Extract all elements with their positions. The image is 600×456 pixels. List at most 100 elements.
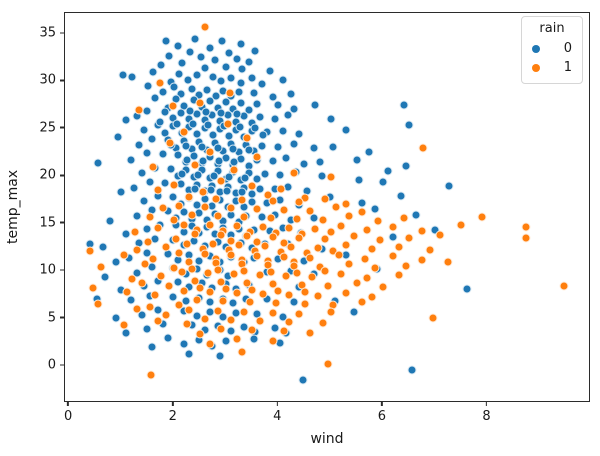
scatter-point-rain-0	[237, 64, 247, 74]
scatter-point-rain-1	[177, 267, 187, 277]
scatter-point-rain-1	[179, 127, 189, 137]
scatter-point-rain-0	[202, 85, 212, 95]
scatter-point-rain-0	[173, 150, 183, 160]
scatter-point-rain-1	[242, 278, 252, 288]
scatter-point-rain-1	[521, 222, 531, 232]
scatter-point-rain-1	[357, 207, 367, 217]
scatter-point-rain-0	[326, 114, 336, 124]
scatter-point-rain-1	[300, 299, 309, 309]
points-layer	[65, 13, 589, 401]
scatter-point-rain-0	[200, 63, 210, 73]
scatter-point-rain-1	[344, 211, 354, 221]
scatter-point-rain-0	[232, 54, 242, 64]
scatter-point-rain-1	[310, 224, 320, 234]
scatter-point-rain-1	[156, 271, 166, 281]
scatter-point-rain-1	[305, 328, 315, 338]
scatter-point-rain-1	[357, 297, 367, 307]
scatter-point-rain-1	[360, 254, 370, 264]
scatter-point-rain-1	[134, 105, 144, 115]
scatter-point-rain-1	[247, 325, 257, 335]
scatter-point-rain-1	[279, 205, 289, 215]
scatter-point-rain-1	[237, 347, 247, 357]
scatter-point-rain-1	[271, 298, 281, 308]
scatter-point-rain-0	[257, 141, 267, 151]
scatter-point-rain-1	[252, 237, 262, 247]
scatter-point-rain-0	[187, 84, 197, 94]
scatter-point-rain-1	[521, 233, 531, 243]
scatter-point-rain-0	[283, 110, 293, 120]
scatter-point-rain-1	[143, 237, 153, 247]
scatter-point-rain-0	[148, 67, 158, 77]
scatter-point-rain-1	[93, 299, 103, 309]
scatter-point-rain-0	[401, 161, 411, 171]
legend-swatch-rain-0-icon	[532, 44, 540, 53]
scatter-point-rain-1	[279, 252, 289, 262]
x-tick-8: 8	[482, 401, 491, 424]
scatter-point-rain-1	[255, 316, 265, 326]
scatter-point-rain-1	[195, 98, 205, 108]
scatter-point-rain-0	[173, 41, 183, 51]
scatter-point-rain-0	[444, 181, 454, 191]
scatter-point-rain-0	[168, 192, 178, 202]
scatter-point-rain-0	[364, 147, 374, 156]
scatter-point-rain-1	[119, 250, 129, 260]
y-tick-15: 15	[39, 215, 65, 230]
scatter-point-rain-0	[172, 119, 182, 129]
scatter-point-rain-0	[309, 143, 319, 153]
scatter-point-rain-1	[300, 287, 309, 297]
scatter-point-rain-0	[299, 159, 309, 169]
scatter-point-rain-0	[430, 225, 440, 235]
scatter-point-rain-0	[232, 109, 242, 119]
scatter-point-rain-1	[286, 242, 296, 252]
scatter-point-rain-0	[228, 144, 238, 154]
scatter-point-rain-1	[184, 305, 194, 315]
scatter-point-rain-1	[153, 185, 163, 195]
scatter-point-rain-1	[418, 143, 428, 153]
y-tick-35: 35	[39, 25, 65, 40]
scatter-point-rain-1	[336, 221, 346, 231]
scatter-point-rain-0	[236, 98, 246, 108]
scatter-point-rain-0	[164, 51, 174, 61]
scatter-point-rain-0	[182, 155, 192, 165]
scatter-point-rain-1	[284, 223, 294, 233]
scatter-point-rain-1	[294, 309, 304, 319]
scatter-point-rain-1	[203, 268, 213, 278]
scatter-point-rain-0	[176, 108, 186, 118]
scatter-point-rain-1	[153, 316, 163, 326]
scatter-point-rain-0	[278, 126, 288, 136]
scatter-point-rain-1	[171, 234, 181, 244]
scatter-point-rain-1	[242, 133, 252, 143]
scatter-point-rain-1	[373, 216, 383, 226]
scatter-point-rain-0	[147, 134, 157, 144]
scatter-point-rain-0	[221, 62, 231, 72]
scatter-point-rain-1	[252, 251, 262, 261]
scatter-point-rain-1	[352, 278, 362, 288]
scatter-point-rain-1	[268, 308, 278, 318]
scatter-point-rain-1	[145, 302, 155, 312]
scatter-point-rain-1	[148, 254, 158, 264]
scatter-point-rain-0	[142, 248, 152, 258]
y-tick-10: 10	[39, 263, 65, 278]
scatter-point-rain-1	[268, 279, 278, 289]
scatter-point-rain-1	[388, 222, 398, 232]
scatter-point-rain-1	[205, 339, 215, 349]
scatter-point-rain-1	[247, 181, 257, 191]
y-tick-0: 0	[48, 357, 65, 372]
scatter-point-rain-0	[209, 171, 219, 181]
scatter-point-rain-1	[130, 227, 140, 237]
scatter-point-rain-1	[313, 291, 323, 301]
scatter-point-rain-0	[217, 36, 227, 46]
scatter-point-rain-1	[292, 268, 302, 278]
scatter-point-rain-1	[174, 201, 184, 211]
scatter-point-rain-0	[208, 72, 218, 82]
scatter-point-rain-1	[326, 172, 336, 182]
scatter-point-rain-0	[289, 297, 299, 307]
scatter-point-rain-0	[93, 158, 103, 168]
scatter-point-rain-0	[185, 106, 195, 116]
scatter-point-rain-1	[179, 286, 189, 296]
scatter-point-rain-0	[214, 156, 224, 166]
scatter-point-rain-0	[205, 297, 215, 307]
scatter-point-rain-0	[203, 120, 213, 130]
scatter-point-rain-0	[113, 132, 123, 142]
scatter-point-rain-0	[270, 114, 280, 124]
